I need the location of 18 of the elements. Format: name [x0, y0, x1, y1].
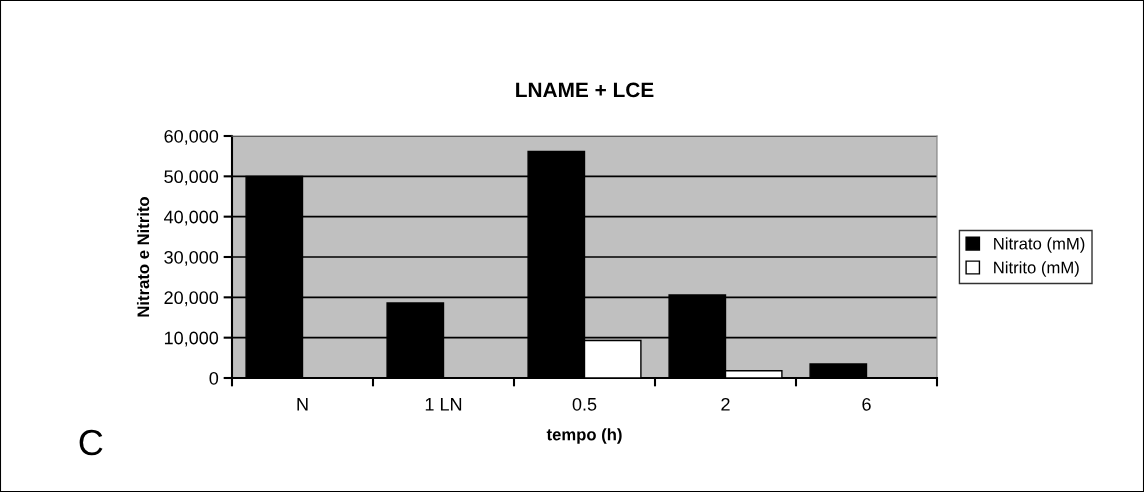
chart-title: LNAME + LCE: [516, 82, 654, 98]
x-tick-label: 0.5: [572, 397, 597, 411]
y-tick-label: 20,000: [164, 291, 219, 307]
x-tick-label: N: [297, 398, 308, 411]
x-tick-label: 2: [721, 397, 730, 411]
y-tick-label: 0: [209, 371, 219, 385]
x-tick-label: 6: [862, 397, 871, 411]
y-tick-label: 50,000: [164, 170, 219, 186]
y-tick-label: 60,000: [164, 129, 219, 145]
y-tick-label: 30,000: [164, 250, 219, 266]
x-tick-label: 1 LN: [425, 398, 462, 411]
y-tick-label: 40,000: [164, 210, 219, 226]
text: C: [79, 429, 103, 456]
x-axis-title: tempo (h): [546, 428, 622, 444]
y-tick-label: 10,000: [164, 331, 219, 347]
legend-label: Nitrito (mM): [994, 261, 1079, 277]
legend-label: Nitrato (mM): [994, 237, 1085, 253]
y-axis-title: Nitrato e Nitrito: [136, 197, 150, 317]
